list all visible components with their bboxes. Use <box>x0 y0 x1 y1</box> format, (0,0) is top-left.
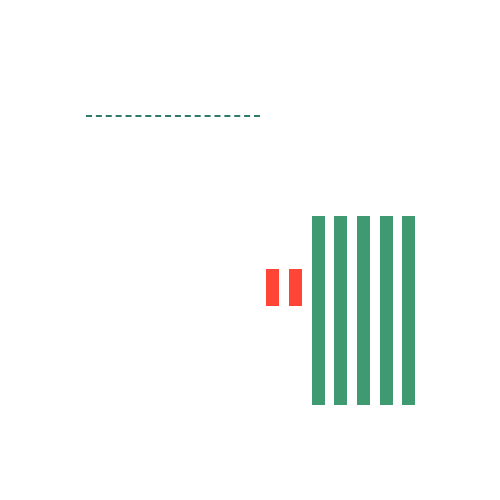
red-bar-1 <box>266 269 279 306</box>
green-bar-4 <box>380 216 393 405</box>
red-bar-2 <box>289 269 302 306</box>
green-bar-2 <box>334 216 347 405</box>
green-bar-1 <box>312 216 325 405</box>
dashed-line <box>86 115 260 117</box>
green-bar-3 <box>357 216 370 405</box>
green-bar-5 <box>402 216 415 405</box>
